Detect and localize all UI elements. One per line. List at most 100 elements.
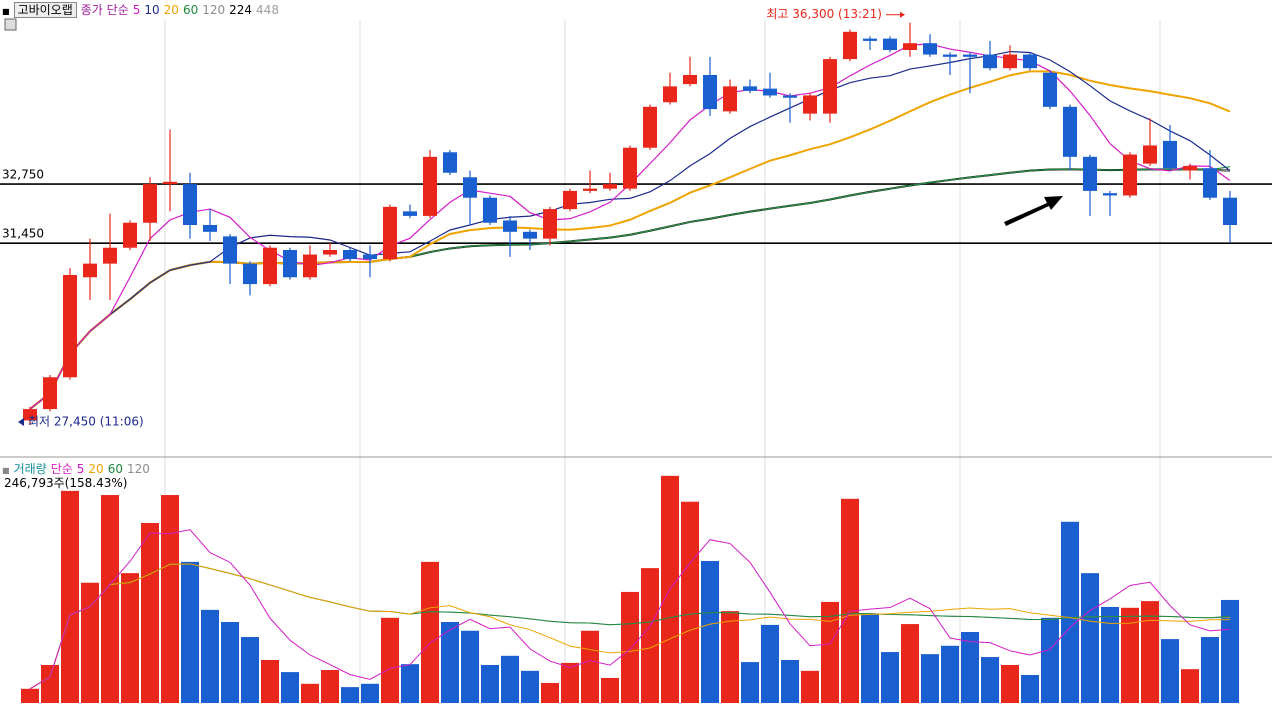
volume-bar	[741, 662, 759, 703]
volume-bar	[441, 621, 459, 703]
volume-bar	[421, 561, 439, 703]
volume-bar	[881, 652, 899, 703]
candle-body	[1063, 106, 1077, 157]
candle-body	[163, 181, 177, 185]
candle-body	[1043, 72, 1057, 107]
candle-body	[563, 190, 577, 210]
candle-body	[1023, 54, 1037, 69]
candle-body	[1123, 154, 1137, 196]
candle-body	[523, 231, 537, 239]
candle-body	[1103, 193, 1117, 196]
candle-body	[403, 211, 417, 216]
volume-bar	[1081, 573, 1099, 703]
volume-bar	[261, 659, 279, 703]
candle-body	[903, 43, 917, 50]
volume-bar	[621, 591, 639, 703]
volume-bar	[1201, 637, 1219, 703]
volume-bar	[381, 617, 399, 703]
candle-body	[583, 188, 597, 191]
ma-period: 448	[256, 3, 279, 17]
volume-bar	[181, 561, 199, 703]
candle-body	[923, 43, 937, 55]
volume-bar	[141, 523, 159, 703]
candle-body	[863, 38, 877, 41]
candle-body	[423, 156, 437, 216]
volume-bar	[301, 683, 319, 703]
candle-body	[203, 225, 217, 232]
candle-body	[143, 184, 157, 223]
volume-bar	[481, 665, 499, 703]
volume-bar	[221, 621, 239, 703]
volume-bar	[521, 670, 539, 703]
volume-bar	[1001, 665, 1019, 703]
volume-bar	[501, 655, 519, 703]
candle-body	[783, 95, 797, 98]
candle-body	[843, 31, 857, 60]
volume-bar	[121, 573, 139, 703]
candle-body	[723, 86, 737, 112]
candle-body	[243, 263, 257, 285]
volume-bar	[401, 664, 419, 703]
candle-body	[23, 409, 37, 421]
candle-body	[963, 54, 977, 57]
candle-body	[823, 59, 837, 114]
ma-period: 224	[229, 3, 253, 17]
candle-body	[1083, 156, 1097, 191]
volume-bar	[1221, 599, 1239, 703]
volume-legend: ■ 거래량 단순 5 20 60 120	[2, 460, 158, 477]
volume-bar	[681, 501, 699, 703]
volume-bar	[1161, 639, 1179, 703]
volume-bar	[161, 495, 179, 703]
table-icon[interactable]	[4, 18, 17, 31]
candle-body	[183, 184, 197, 225]
volume-bar	[601, 677, 619, 703]
level-label: 31,450	[2, 227, 44, 241]
volume-bar	[561, 662, 579, 703]
candle-body	[283, 250, 297, 278]
volume-bar	[721, 611, 739, 703]
candle-body	[123, 222, 137, 248]
high-annotation: 최고 36,300 (13:21)	[766, 7, 882, 21]
candle-body	[103, 247, 117, 264]
candle-body	[663, 86, 677, 103]
ma-period: 120	[202, 3, 226, 17]
volume-bar	[341, 687, 359, 703]
ma-period: 20	[88, 462, 104, 476]
candle-body	[803, 95, 817, 114]
volume-bar	[701, 561, 719, 703]
volume-bar	[1101, 606, 1119, 703]
stock-button[interactable]: 고바이오랩	[13, 2, 77, 18]
candle-body	[43, 377, 57, 410]
candle-body	[263, 247, 277, 285]
ma-period: 120	[126, 462, 150, 476]
candle-body	[1003, 54, 1017, 69]
volume-bar	[1041, 617, 1059, 703]
volume-bar	[541, 682, 559, 703]
current-volume: 246,793주(158.43%)	[4, 476, 128, 490]
candle-body	[443, 152, 457, 173]
annotation-arrow	[1004, 196, 1063, 226]
volume-bar	[961, 632, 979, 703]
volume-bar	[941, 645, 959, 703]
ma-period: 20	[163, 3, 179, 17]
volume-bar	[281, 672, 299, 703]
moving-average	[29, 529, 1231, 690]
candle-body	[303, 254, 317, 278]
candle-body	[763, 88, 777, 96]
candle-body	[643, 106, 657, 148]
volume-bar	[841, 498, 859, 703]
ma-periods: 5 20 60 120	[77, 462, 154, 476]
volume-bar	[641, 568, 659, 703]
volume-bar	[1061, 521, 1079, 703]
candle-body	[223, 236, 237, 264]
volume-bar	[361, 683, 379, 703]
candle-body	[743, 86, 757, 91]
candle-body	[1223, 197, 1237, 225]
candle-body	[1203, 168, 1217, 198]
ma-period: 60	[182, 3, 199, 17]
volume-bar	[201, 609, 219, 703]
volume-bar	[821, 601, 839, 703]
volume-bar	[41, 665, 59, 703]
low-annotation: 최저 27,450 (11:06)	[28, 415, 144, 429]
